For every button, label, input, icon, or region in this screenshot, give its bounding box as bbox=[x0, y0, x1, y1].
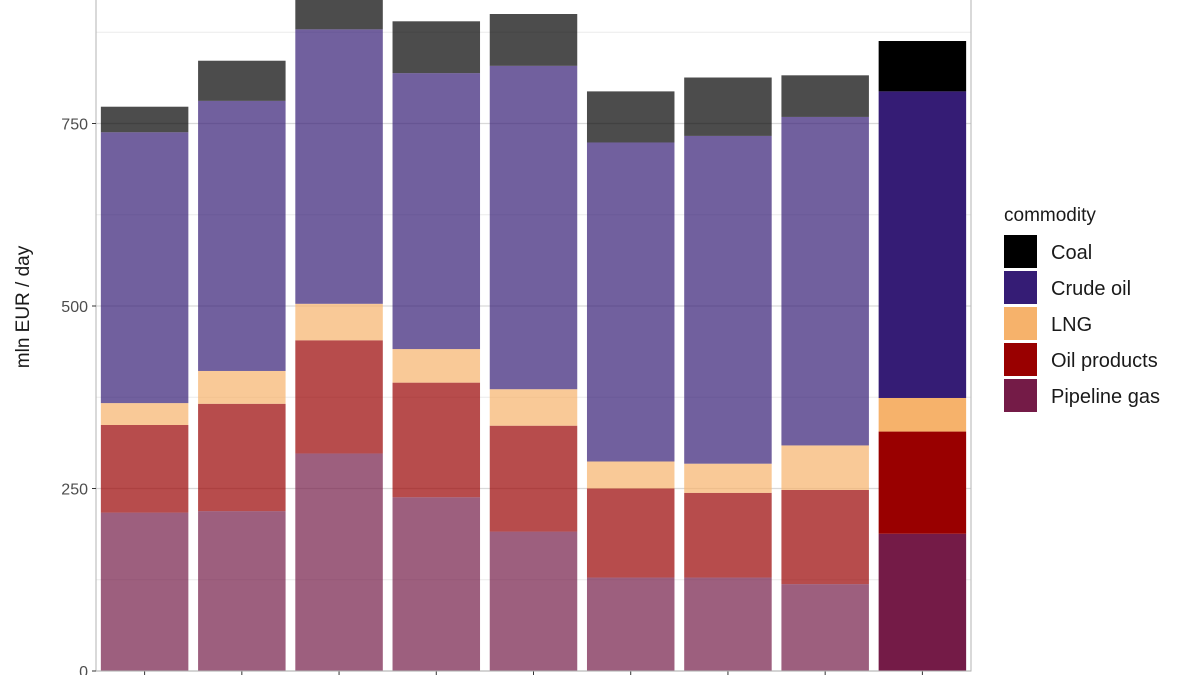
legend-swatch-oil-products bbox=[1004, 343, 1037, 376]
y-tick-label: 250 bbox=[61, 482, 88, 499]
bar-segment-coal bbox=[489, 14, 578, 66]
bar-segment-coal bbox=[392, 21, 481, 74]
bar-segment-pipeline-gas bbox=[684, 577, 772, 671]
bar-segment-crude-oil bbox=[489, 65, 578, 390]
bar-segment-crude-oil bbox=[295, 29, 383, 304]
legend-label: Pipeline gas bbox=[1051, 386, 1160, 408]
legend-swatch-crude-oil bbox=[1004, 271, 1037, 304]
bar-segment-lng bbox=[295, 303, 383, 341]
bar-segment-crude-oil bbox=[198, 100, 286, 371]
y-tick-label: 0 bbox=[79, 664, 88, 675]
bar-segment-oil-products bbox=[295, 340, 383, 454]
bar-segment-oil-products bbox=[198, 403, 286, 512]
y-axis-title: mln EUR / day bbox=[13, 245, 34, 368]
bar-segment-pipeline-gas bbox=[489, 531, 578, 671]
bar-segment-lng bbox=[100, 403, 189, 425]
bar-segment-pipeline-gas bbox=[100, 512, 189, 671]
bar-segment-oil-products bbox=[100, 424, 189, 513]
legend-swatch-pipeline-gas bbox=[1004, 379, 1037, 412]
bar-segment-crude-oil bbox=[100, 132, 189, 404]
bar-segment-lng bbox=[392, 349, 481, 383]
y-tick-label: 500 bbox=[61, 299, 88, 316]
legend-label: Crude oil bbox=[1051, 278, 1131, 300]
plot-panel-border bbox=[95, 0, 972, 672]
bar-segment-oil-products bbox=[586, 488, 675, 578]
bar-segment-crude-oil bbox=[392, 73, 481, 350]
bar-segment-coal bbox=[586, 91, 675, 143]
legend-swatch-coal bbox=[1004, 235, 1037, 268]
bar-segment-lng bbox=[198, 370, 286, 404]
bar-segment-coal bbox=[878, 41, 967, 92]
bar-segment-crude-oil bbox=[586, 142, 675, 462]
legend-label: Oil products bbox=[1051, 350, 1158, 372]
bar-segment-coal bbox=[295, 0, 383, 30]
bar-segment-lng bbox=[781, 445, 869, 490]
y-axis: 0 250 500 750 bbox=[61, 117, 96, 680]
bar-segment-lng bbox=[878, 397, 967, 432]
legend-label: Coal bbox=[1051, 242, 1092, 264]
bar-segment-pipeline-gas bbox=[392, 497, 481, 671]
bar-segment-pipeline-gas bbox=[586, 577, 675, 671]
bar-segment-pipeline-gas bbox=[781, 584, 869, 671]
legend: commodity Coal Crude oil LNG Oil products Pi… bbox=[1004, 205, 1160, 412]
bar-segment-coal bbox=[100, 106, 189, 133]
bar-segment-oil-products bbox=[392, 382, 481, 498]
bar-segment-crude-oil bbox=[781, 116, 869, 446]
bar-segment-crude-oil bbox=[878, 91, 967, 398]
bar-segment-lng bbox=[586, 461, 675, 489]
bar-segment-oil-products bbox=[489, 425, 578, 532]
bar-segment-crude-oil bbox=[684, 135, 772, 464]
bar-segment-oil-products bbox=[781, 489, 869, 585]
bar-segment-coal bbox=[781, 75, 869, 117]
bar-segment-pipeline-gas bbox=[198, 511, 286, 671]
bar-segment-oil-products bbox=[684, 492, 772, 578]
bar-segment-lng bbox=[684, 463, 772, 493]
y-tick-label: 750 bbox=[61, 117, 88, 134]
bar-segment-pipeline-gas bbox=[295, 453, 383, 671]
legend-label: LNG bbox=[1051, 314, 1092, 336]
legend-swatch-lng bbox=[1004, 307, 1037, 340]
bar-segment-oil-products bbox=[878, 431, 967, 534]
bar-segment-coal bbox=[684, 77, 772, 136]
legend-title: commodity bbox=[1004, 205, 1096, 226]
bar-segment-coal bbox=[198, 60, 286, 101]
bar-segment-lng bbox=[489, 389, 578, 426]
bar-segment-pipeline-gas bbox=[878, 533, 967, 671]
bars bbox=[95, 0, 972, 675]
